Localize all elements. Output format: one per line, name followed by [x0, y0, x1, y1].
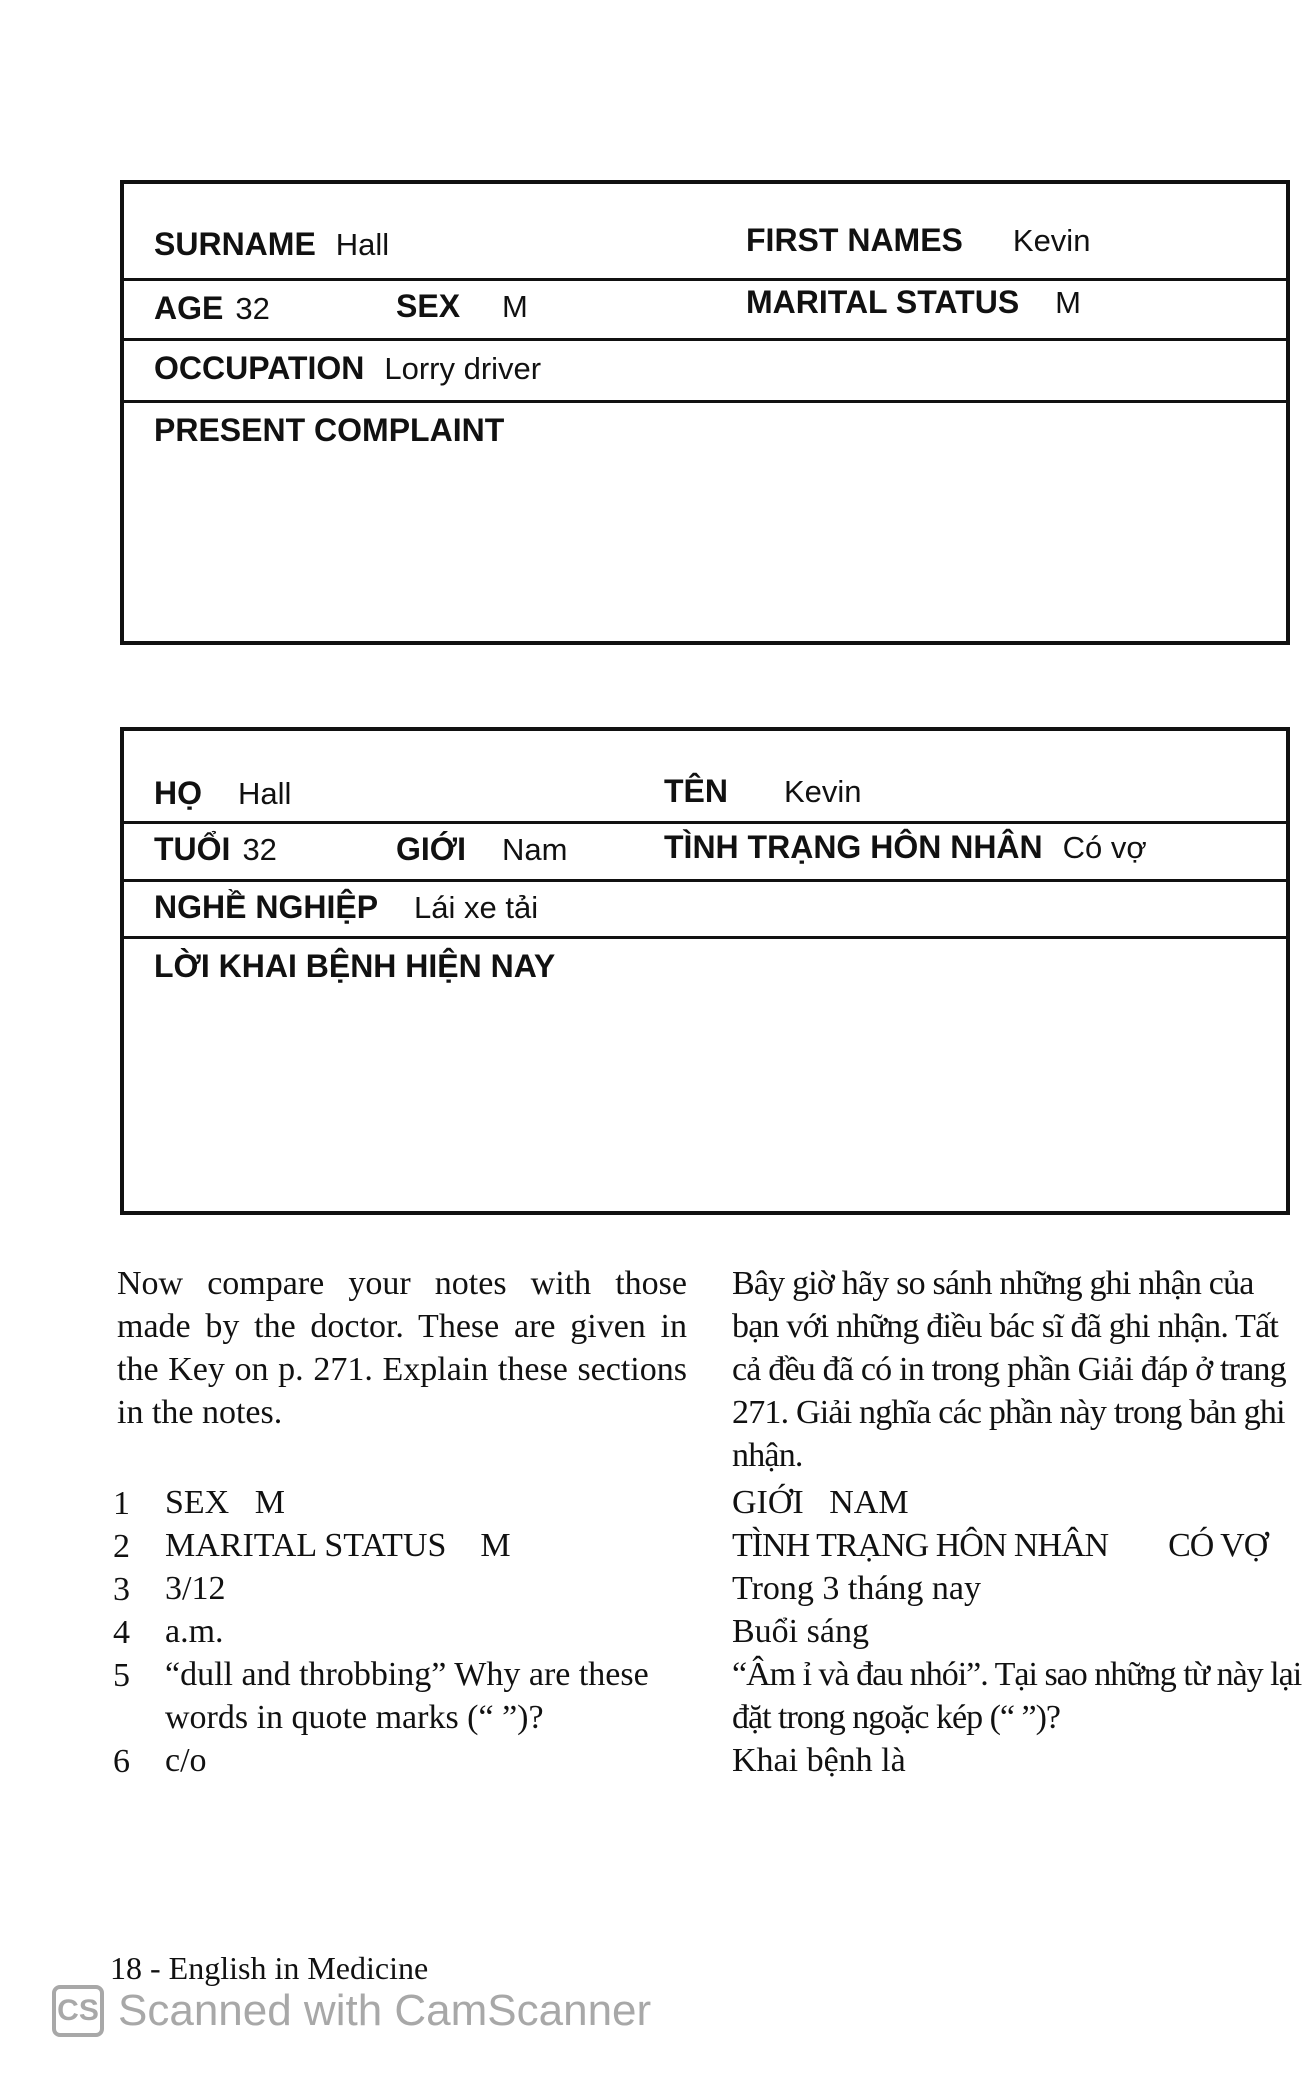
marital-label: TÌNH TRẠNG HÔN NHÂN: [664, 829, 1043, 865]
item-vi: GIỚI NAM: [732, 1484, 909, 1521]
watermark-text: Scanned with CamScanner: [118, 1986, 652, 2035]
complaint-label: LỜI KHAI BỆNH HIỆN NAY: [154, 948, 556, 984]
complaint-label: PRESENT COMPLAINT: [154, 412, 505, 448]
item-number: 6: [113, 1743, 130, 1780]
instructions-en: Now compare your notes with those made b…: [117, 1265, 687, 1431]
age-value: 32: [235, 291, 270, 326]
row-name: HỌ Hall TÊN Kevin: [124, 731, 1286, 824]
item-number: 1: [113, 1485, 130, 1522]
camscanner-watermark: CS Scanned with CamScanner: [52, 1985, 651, 2037]
item-vi: Trong 3 tháng nay: [732, 1570, 982, 1607]
patient-form-english: SURNAME Hall FIRST NAMES Kevin AGE 32 SEX M …: [120, 180, 1290, 645]
marital-value: M: [1055, 285, 1081, 320]
marital-label: MARITAL STATUS: [746, 284, 1020, 320]
occupation-label: NGHỀ NGHIỆP: [154, 889, 379, 925]
item-vi: Khai bệnh là: [732, 1742, 906, 1779]
surname-value: Hall: [335, 227, 390, 262]
sex-value: M: [502, 289, 528, 324]
first-names-label: FIRST NAMES: [746, 222, 963, 258]
instructions-vi: Bây giờ hãy so sánh những ghi nhận của b…: [732, 1265, 1287, 1474]
occupation-label: OCCUPATION: [154, 350, 365, 386]
row-complaint: PRESENT COMPLAINT: [124, 400, 1286, 641]
row-occupation: OCCUPATION Lorry driver: [124, 338, 1286, 403]
item-vi: “Âm ỉ và đau nhói”. Tại sao những từ này…: [732, 1656, 1302, 1736]
row-age: TUỔI 32 GIỚI Nam TÌNH TRẠNG HÔN NHÂN Có vợ: [124, 821, 1286, 882]
item-number: 4: [113, 1614, 130, 1651]
occupation-value: Lorry driver: [384, 351, 542, 386]
patient-form-vietnamese: HỌ Hall TÊN Kevin TUỔI 32 GIỚI Nam TÌNH TRẠN…: [120, 727, 1290, 1215]
row-name: SURNAME Hall FIRST NAMES Kevin: [124, 184, 1286, 281]
item-en: SEX M: [165, 1484, 285, 1521]
age-value: 32: [242, 832, 277, 867]
age-label: AGE: [154, 290, 224, 326]
item-en: c/o: [165, 1742, 207, 1779]
surname-label: SURNAME: [154, 226, 316, 262]
row-occupation: NGHỀ NGHIỆP Lái xe tải: [124, 879, 1286, 939]
surname-label: HỌ: [154, 775, 202, 811]
occupation-value: Lái xe tải: [414, 890, 539, 925]
sex-label: GIỚI: [396, 831, 466, 867]
item-vi: TÌNH TRẠNG HÔN NHÂN CÓ VỢ: [732, 1527, 1268, 1564]
surname-value: Hall: [238, 776, 292, 811]
marital-value: Có vợ: [1062, 830, 1147, 865]
item-number: 3: [113, 1571, 130, 1608]
item-en: 3/12: [165, 1570, 226, 1607]
age-label: TUỔI: [154, 831, 231, 867]
first-names-value: Kevin: [784, 774, 862, 809]
item-en: MARITAL STATUS M: [165, 1527, 511, 1564]
sex-label: SEX: [396, 288, 461, 324]
first-names-label: TÊN: [664, 773, 728, 809]
row-complaint: LỜI KHAI BỆNH HIỆN NAY: [124, 936, 1286, 1211]
item-en: a.m.: [165, 1613, 224, 1650]
row-age: AGE 32 SEX M MARITAL STATUS M: [124, 278, 1286, 341]
item-number: 2: [113, 1528, 130, 1565]
page-footer: 18 - English in Medicine: [110, 1950, 429, 1986]
first-names-value: Kevin: [1012, 223, 1091, 258]
sex-value: Nam: [501, 832, 568, 867]
item-en: “dull and throbbing” Why are these words…: [165, 1656, 649, 1736]
item-number: 5: [113, 1657, 130, 1694]
item-vi: Buổi sáng: [732, 1613, 869, 1650]
camscanner-logo-icon: CS: [52, 1985, 104, 2037]
